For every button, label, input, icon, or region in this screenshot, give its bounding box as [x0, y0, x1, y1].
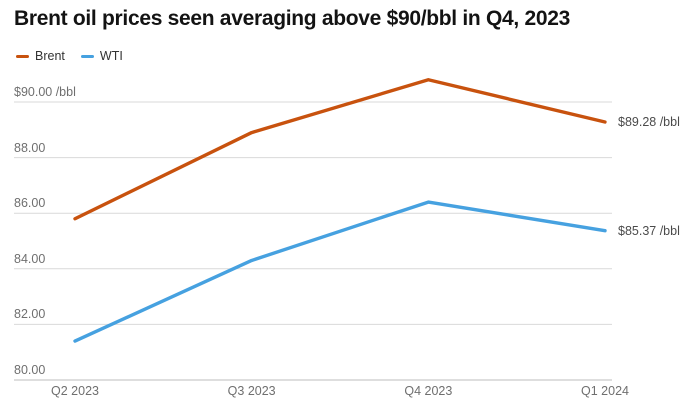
chart-title: Brent oil prices seen averaging above $9… — [14, 7, 570, 30]
wti-series-line — [73, 200, 607, 343]
brent-swatch-icon — [16, 54, 29, 58]
legend-item-brent: Brent — [16, 49, 65, 63]
y-axis-tick-label: 88.00 — [14, 140, 46, 155]
y-axis-tick-label: 82.00 — [14, 307, 46, 322]
x-axis-tick-label: Q1 2024 — [581, 384, 629, 398]
wti-end-value-label: $85.37 /bbl — [618, 223, 680, 238]
y-axis-tick-label: 80.00 — [14, 363, 46, 377]
brent-end-value-label: $89.28 /bbl — [618, 115, 680, 130]
x-axis-tick-label: Q2 2023 — [51, 384, 99, 398]
x-axis-tick-label: Q3 2023 — [227, 384, 276, 398]
x-axis-tick-label: Q4 2023 — [404, 384, 453, 398]
y-axis-tick-label: 86.00 — [14, 196, 46, 211]
chart-legend: Brent WTI — [16, 49, 123, 63]
y-axis-tick-label: $90.00 /bbl — [14, 85, 76, 99]
brent-series-line — [73, 78, 607, 221]
wti-swatch-icon — [80, 54, 94, 58]
y-axis-tick-label: 84.00 — [14, 251, 46, 266]
legend-label: WTI — [99, 49, 123, 63]
legend-label: Brent — [35, 49, 65, 63]
legend-item-wti: WTI — [80, 49, 123, 63]
